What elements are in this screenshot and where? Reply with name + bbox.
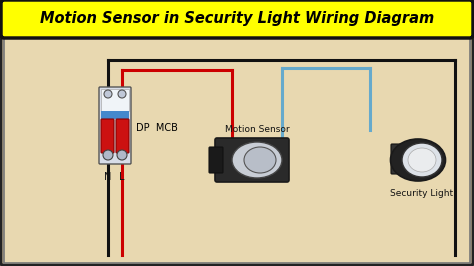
Circle shape [118, 90, 126, 98]
FancyBboxPatch shape [99, 87, 131, 164]
FancyBboxPatch shape [1, 0, 473, 38]
FancyBboxPatch shape [215, 138, 289, 182]
Ellipse shape [244, 147, 276, 173]
FancyBboxPatch shape [209, 147, 223, 173]
Text: DP  MCB: DP MCB [136, 123, 178, 133]
Bar [101, 89, 129, 111]
Text: N: N [104, 172, 112, 182]
Text: Motion Sensor: Motion Sensor [225, 126, 289, 135]
Circle shape [117, 150, 127, 160]
FancyBboxPatch shape [391, 144, 407, 174]
FancyBboxPatch shape [101, 119, 114, 153]
Text: L: L [119, 172, 125, 182]
Ellipse shape [232, 142, 282, 178]
Text: Security Light: Security Light [391, 189, 454, 197]
Ellipse shape [408, 148, 436, 172]
Text: Motion Sensor in Security Light Wiring Diagram: Motion Sensor in Security Light Wiring D… [40, 11, 434, 27]
FancyBboxPatch shape [116, 119, 129, 153]
Ellipse shape [402, 143, 442, 177]
Ellipse shape [391, 139, 446, 181]
Circle shape [104, 90, 112, 98]
Circle shape [103, 150, 113, 160]
Bar [4, 37, 470, 263]
Bar [101, 111, 129, 119]
